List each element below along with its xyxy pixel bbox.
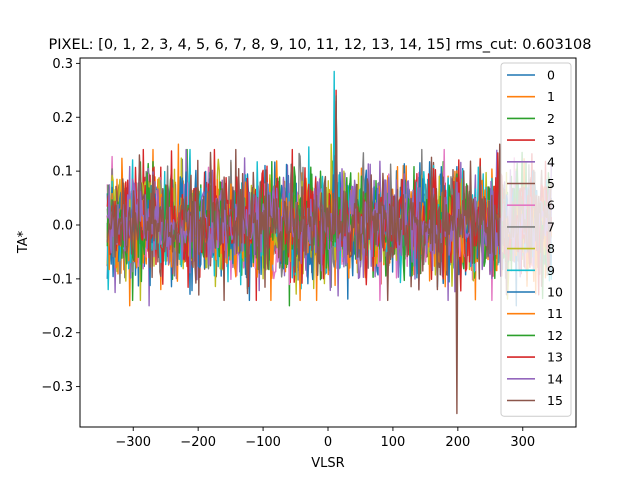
legend-label-12: 12 [547,328,563,343]
series-line-14 [106,162,552,297]
y-tick-label: 0.0 [52,218,73,233]
y-tick-label: −0.3 [41,380,73,395]
legend-label-1: 1 [547,89,555,104]
series-layer [106,70,552,415]
x-tick-label: 300 [510,435,535,450]
legend-label-3: 3 [547,133,555,148]
legend-label-0: 0 [547,68,555,83]
x-axis-label: VLSR [311,456,344,471]
legend-label-13: 13 [547,350,563,365]
y-tick-label: 0.1 [52,165,73,180]
y-tick-label: 0.2 [52,111,73,126]
legend-label-11: 11 [547,306,563,321]
legend-label-8: 8 [547,241,555,256]
y-axis: −0.3 −0.2 −0.1 0.0 0.1 0.2 0.3 [41,57,80,395]
chart-title: PIXEL: [0, 1, 2, 3, 4, 5, 6, 7, 8, 9, 10… [48,37,591,53]
x-axis: −300 −200 −100 0 100 200 300 [115,427,535,450]
plot-area [106,70,552,415]
legend-label-14: 14 [547,371,563,386]
legend-label-15: 15 [547,393,563,408]
x-tick-label: −100 [245,435,281,450]
legend-label-7: 7 [547,219,555,234]
legend-label-4: 4 [547,154,555,169]
x-tick-label: 100 [381,435,406,450]
y-tick-label: −0.2 [41,326,73,341]
legend-label-6: 6 [547,198,555,213]
legend-label-10: 10 [547,285,563,300]
legend-label-9: 9 [547,263,555,278]
y-tick-label: −0.1 [41,272,73,287]
y-axis-label: TA* [16,230,31,254]
x-tick-label: 0 [324,435,332,450]
legend-label-2: 2 [547,111,555,126]
x-tick-label: −300 [115,435,151,450]
x-tick-label: 200 [445,435,470,450]
x-tick-label: −200 [180,435,216,450]
series-line-15 [106,95,552,415]
legend-box [500,62,572,417]
legend-label-5: 5 [547,176,555,191]
y-tick-label: 0.3 [52,57,73,72]
